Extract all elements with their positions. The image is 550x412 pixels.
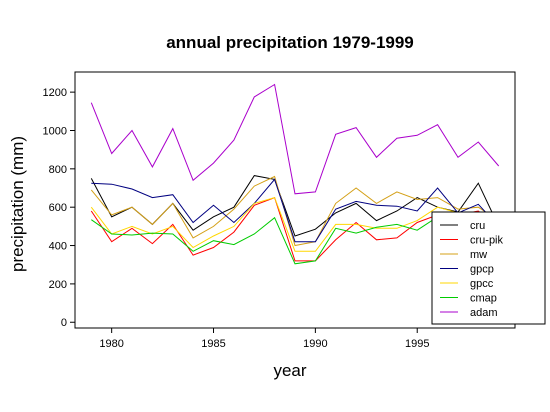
series-line-gpcc xyxy=(90,196,499,252)
y-tick-label: 0 xyxy=(61,317,67,329)
x-tick-label: 1990 xyxy=(303,338,327,350)
y-tick-label: 400 xyxy=(49,241,67,253)
y-tick-label: 200 xyxy=(49,279,67,291)
plot-frame xyxy=(74,71,516,329)
y-axis: 0 200 400 600 800 1000 1200 xyxy=(43,87,75,329)
x-tick-label: 1995 xyxy=(405,338,429,350)
series-lines xyxy=(90,83,500,265)
series-line-adam xyxy=(90,83,500,195)
legend-label-adam: adam xyxy=(470,307,498,319)
x-axis: 1980 1985 1990 1995 xyxy=(99,328,429,350)
series-line-mw xyxy=(90,175,499,247)
chart-title: annual precipitation 1979-1999 xyxy=(166,33,414,52)
legend-label-mw: mw xyxy=(470,249,487,261)
legend-label-gpcp: gpcp xyxy=(470,264,494,276)
legend-label-gpcc: gpcc xyxy=(470,278,494,290)
y-tick-label: 1000 xyxy=(43,125,67,137)
x-tick-label: 1985 xyxy=(201,338,225,350)
series-line-cmap xyxy=(91,216,499,265)
legend-label-cmap: cmap xyxy=(470,293,497,305)
series-line-gpcp xyxy=(91,178,500,243)
legend: cru cru-pik mw gpcp gpcc cmap adam xyxy=(431,211,546,325)
legend-label-cru: cru xyxy=(470,220,485,232)
y-tick-label: 800 xyxy=(49,164,67,176)
x-axis-label: year xyxy=(273,361,306,380)
y-tick-label: 1200 xyxy=(43,87,67,99)
y-axis-label: precipitation (mm) xyxy=(8,136,27,272)
legend-label-cru-pik: cru-pik xyxy=(470,235,504,247)
series-line-cru-pik xyxy=(90,196,500,262)
y-tick-label: 600 xyxy=(49,202,67,214)
x-tick-label: 1980 xyxy=(99,338,123,350)
